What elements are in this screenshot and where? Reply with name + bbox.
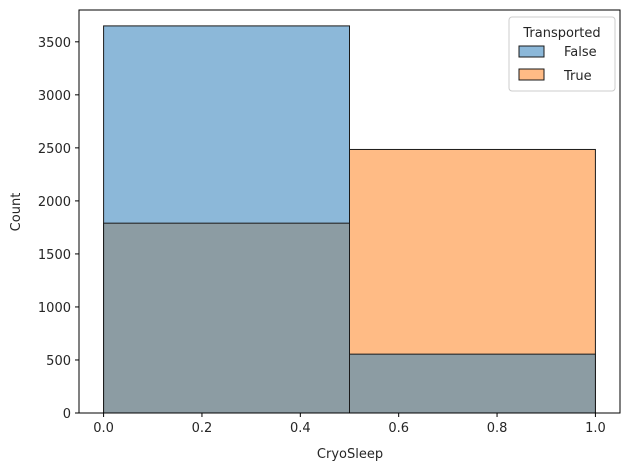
x-tick-label: 0.4: [290, 421, 311, 436]
x-tick-label: 0.6: [388, 421, 409, 436]
x-tick-label: 0.8: [487, 421, 508, 436]
y-tick-label: 1000: [38, 301, 71, 316]
axes-frame: [78, 9, 621, 414]
legend-swatch-false: [518, 45, 545, 58]
y-tick-label: 1500: [38, 248, 71, 263]
y-tick-label: 3500: [38, 36, 71, 51]
x-tick-label: 1.0: [585, 421, 606, 436]
y-tick-label: 3000: [38, 89, 71, 104]
legend-title: Transported: [522, 26, 600, 41]
y-axis-label: Count: [9, 193, 24, 232]
x-tick-label: 0.2: [192, 421, 213, 436]
x-axis-label: CryoSleep: [317, 447, 383, 462]
bar-overlap-1: [349, 353, 596, 414]
legend: Transported False True: [508, 16, 616, 92]
plot-area: [78, 9, 621, 414]
y-tick-label: 2500: [38, 142, 71, 157]
legend-swatch-true: [518, 68, 545, 81]
bar-overlap-0: [103, 222, 350, 414]
y-axis-ticks: 0 500 1000 1500 2000 2500 3000 3500: [38, 36, 79, 422]
y-tick-label: 0: [63, 407, 71, 422]
x-axis-ticks: 0.0 0.2 0.4 0.6 0.8 1.0: [93, 413, 606, 436]
x-tick-label: 0.0: [93, 421, 114, 436]
y-tick-label: 2000: [38, 195, 71, 210]
legend-label-true: True: [563, 69, 592, 84]
y-tick-label: 500: [46, 354, 71, 369]
legend-label-false: False: [564, 45, 597, 60]
